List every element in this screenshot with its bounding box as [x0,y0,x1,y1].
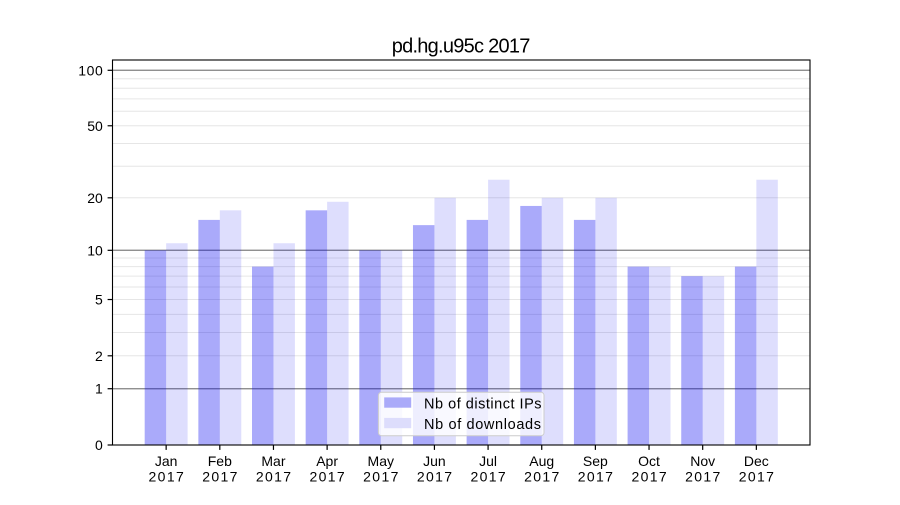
svg-text:Aug: Aug [529,453,554,469]
svg-text:2017: 2017 [363,469,398,485]
svg-text:Nov: Nov [690,453,715,469]
svg-text:2: 2 [95,348,103,364]
svg-text:2017: 2017 [524,469,559,485]
svg-text:2017: 2017 [739,469,774,485]
svg-text:5: 5 [95,292,103,308]
svg-text:0: 0 [95,437,103,453]
svg-text:Mar: Mar [261,453,285,469]
svg-text:Feb: Feb [208,453,232,469]
svg-text:2017: 2017 [470,469,505,485]
svg-text:Nb of distinct IPs: Nb of distinct IPs [424,396,542,412]
svg-text:1: 1 [95,381,103,397]
svg-text:2017: 2017 [631,469,666,485]
svg-text:2017: 2017 [578,469,613,485]
svg-text:Apr: Apr [316,453,338,469]
svg-text:pd.hg.u95c 2017: pd.hg.u95c 2017 [392,35,531,57]
svg-text:Dec: Dec [744,453,769,469]
svg-text:Jul: Jul [479,453,497,469]
svg-text:2017: 2017 [417,469,452,485]
svg-text:50: 50 [87,118,103,134]
svg-text:Oct: Oct [638,453,660,469]
svg-text:Jan: Jan [155,453,178,469]
svg-text:10: 10 [87,242,103,258]
svg-text:2017: 2017 [202,469,237,485]
svg-text:Sep: Sep [583,453,608,469]
svg-text:Nb of downloads: Nb of downloads [424,417,541,433]
svg-text:2017: 2017 [149,469,184,485]
svg-text:May: May [368,453,394,469]
svg-text:100: 100 [78,62,103,78]
svg-text:Jun: Jun [423,453,446,469]
svg-text:2017: 2017 [256,469,291,485]
svg-text:2017: 2017 [685,469,720,485]
svg-text:2017: 2017 [310,469,345,485]
svg-text:20: 20 [87,190,103,206]
